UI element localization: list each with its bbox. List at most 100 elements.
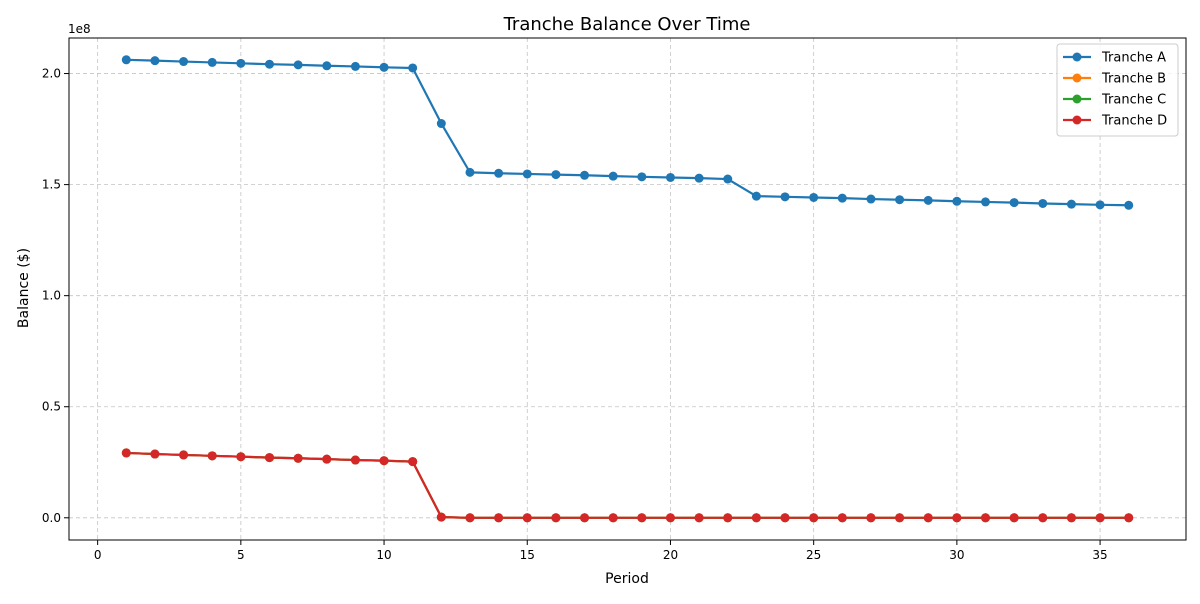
data-point — [694, 173, 704, 183]
legend: Tranche A Tranche B Tranche C Tranche D — [1056, 43, 1179, 137]
data-point — [1066, 513, 1076, 523]
legend-box — [1056, 43, 1179, 137]
legend-label: Tranche D — [1101, 114, 1167, 129]
x-tick-label: 35 — [1092, 548, 1107, 562]
legend-item: Tranche B — [1063, 72, 1166, 87]
data-point — [236, 452, 246, 462]
data-point — [522, 513, 532, 523]
data-point — [809, 513, 819, 523]
data-point — [608, 171, 618, 181]
data-point — [723, 513, 733, 523]
series-line — [126, 451, 1129, 519]
data-point — [179, 450, 189, 460]
data-point — [150, 56, 160, 66]
data-point — [809, 192, 819, 202]
data-point — [866, 194, 876, 204]
data-point — [551, 170, 561, 180]
data-point — [751, 513, 761, 523]
data-point — [522, 169, 532, 179]
data-point — [923, 195, 933, 205]
data-point — [1124, 513, 1134, 523]
data-point — [637, 513, 647, 523]
x-tick-label: 20 — [663, 548, 678, 562]
data-point — [780, 192, 790, 202]
data-point — [665, 513, 675, 523]
y-axis-label: Balance ($) — [16, 248, 32, 328]
data-point — [350, 455, 360, 465]
data-point — [923, 513, 933, 523]
series-line — [126, 451, 1129, 519]
series-tranche-a — [121, 55, 1134, 210]
y-axis-ticks: 0.0 0.5 1.0 1.5 2.0 — [42, 67, 69, 525]
legend-marker — [1072, 73, 1082, 83]
plot-frame — [68, 37, 1187, 541]
data-point — [895, 513, 905, 523]
legend-item: Tranche A — [1063, 51, 1166, 66]
data-point — [608, 513, 618, 523]
data-point — [436, 512, 446, 522]
data-point — [322, 61, 332, 71]
y-tick-label: 0.5 — [42, 400, 61, 414]
data-point — [293, 60, 303, 70]
data-point — [408, 457, 418, 467]
legend-label: Tranche A — [1101, 51, 1166, 66]
data-point — [207, 451, 217, 461]
data-point — [837, 193, 847, 203]
data-point — [1095, 200, 1105, 210]
data-point — [694, 513, 704, 523]
legend-label: Tranche B — [1101, 72, 1166, 87]
data-point — [1038, 198, 1048, 208]
x-tick-label: 25 — [806, 548, 821, 562]
legend-item: Tranche C — [1063, 93, 1166, 108]
data-point — [465, 513, 475, 523]
legend-item: Tranche D — [1063, 114, 1167, 129]
data-point — [723, 174, 733, 184]
data-point — [322, 454, 332, 464]
data-point — [408, 63, 418, 73]
x-tick-label: 15 — [520, 548, 535, 562]
data-point — [837, 513, 847, 523]
data-point — [436, 119, 446, 129]
legend-marker — [1072, 52, 1082, 62]
x-axis-ticks: 0 5 10 15 20 25 30 35 — [94, 540, 1108, 562]
data-point — [981, 513, 991, 523]
data-point — [1009, 198, 1019, 208]
data-point — [379, 62, 389, 72]
data-point — [264, 453, 274, 463]
data-point — [121, 55, 131, 65]
data-point — [350, 61, 360, 71]
data-point — [981, 197, 991, 207]
y-tick-label: 2.0 — [42, 67, 61, 81]
data-point — [551, 513, 561, 523]
data-point — [952, 196, 962, 206]
data-point — [121, 448, 131, 458]
x-tick-label: 10 — [376, 548, 391, 562]
chart-title: Tranche Balance Over Time — [503, 14, 751, 35]
data-point — [207, 57, 217, 67]
x-tick-label: 5 — [237, 548, 245, 562]
series-line — [126, 451, 1129, 519]
data-point — [379, 456, 389, 466]
data-point — [1009, 513, 1019, 523]
data-point — [1095, 513, 1105, 523]
x-axis-label: Period — [605, 571, 649, 587]
data-point — [494, 168, 504, 178]
data-point — [494, 513, 504, 523]
series-tranche-d — [121, 448, 1134, 523]
data-point — [293, 453, 303, 463]
data-point — [580, 513, 590, 523]
data-point — [1124, 200, 1134, 210]
data-point — [866, 513, 876, 523]
legend-label: Tranche C — [1101, 93, 1166, 108]
data-point — [236, 58, 246, 68]
data-point — [1066, 199, 1076, 209]
x-tick-label: 30 — [949, 548, 964, 562]
data-point — [150, 449, 160, 459]
y-tick-label: 1.0 — [42, 289, 61, 303]
data-point — [751, 191, 761, 201]
data-point — [952, 513, 962, 523]
data-point — [179, 57, 189, 67]
data-point — [1038, 513, 1048, 523]
data-point — [780, 513, 790, 523]
